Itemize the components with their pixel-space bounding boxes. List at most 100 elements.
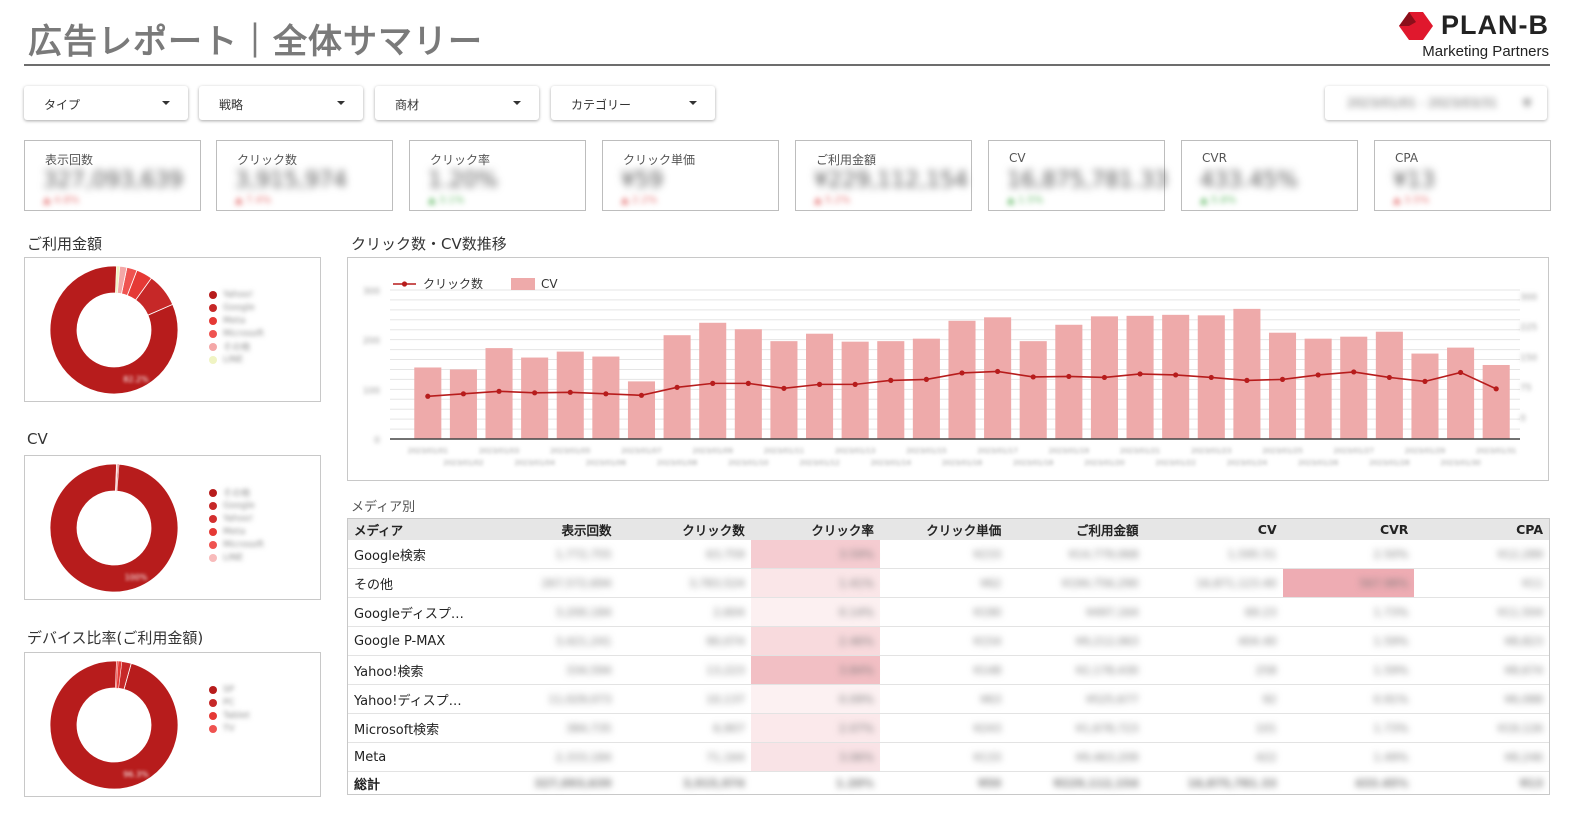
column-header[interactable]: クリック単価 [879, 519, 1008, 540]
filter-type-dropdown[interactable]: タイプ [24, 86, 188, 120]
legend-clicks[interactable]: クリック数 [423, 276, 483, 291]
cv-bar[interactable] [521, 357, 549, 439]
click-point[interactable] [1066, 373, 1072, 380]
cv-bar[interactable] [1126, 315, 1154, 439]
legend-item[interactable]: LINE [209, 353, 264, 366]
click-point[interactable] [460, 391, 467, 397]
cv-bar[interactable] [627, 381, 656, 439]
click-point[interactable] [532, 390, 538, 396]
click-point[interactable] [1208, 374, 1214, 381]
legend-item[interactable]: Google [209, 499, 264, 512]
cv-bar[interactable] [592, 356, 620, 439]
column-header[interactable]: クリック率 [750, 519, 880, 540]
cv-bar[interactable] [1411, 353, 1439, 439]
donut-slice[interactable] [49, 265, 179, 395]
click-point[interactable] [745, 380, 751, 386]
cv-bar[interactable] [1304, 338, 1332, 439]
click-point[interactable] [496, 388, 502, 394]
legend-item[interactable]: SP [209, 683, 250, 696]
cv-bar[interactable] [556, 351, 584, 439]
legend-item[interactable]: Meta [209, 525, 264, 538]
table-row[interactable]: Googleディスプ… 3,200,184 2,604 0.14% ¥190 ¥497,1… [348, 597, 1549, 627]
legend-item[interactable]: Google [209, 301, 264, 314]
click-point[interactable] [888, 377, 894, 383]
table-row[interactable]: その他 267,572,694 3,783,524 1.41% ¥62 ¥194,756,… [348, 568, 1549, 598]
table-row[interactable]: Meta 2,333,184 71,164 3.06% ¥133 ¥9,463,209 42… [348, 742, 1549, 772]
legend-cv[interactable]: CV [541, 277, 558, 291]
legend-item[interactable]: Tablet [209, 709, 250, 722]
click-point[interactable] [1493, 386, 1499, 392]
table-cell: 71,164 [617, 742, 751, 772]
column-header[interactable]: ご利用金額 [1007, 519, 1145, 540]
table-row[interactable]: Microsoft検索 384,735 6,907 2.07% ¥243 ¥1,678,7… [348, 713, 1549, 743]
cv-bar[interactable] [1019, 341, 1047, 439]
click-point[interactable] [995, 368, 1001, 375]
column-header[interactable]: クリック数 [617, 519, 751, 540]
legend-item[interactable]: その他 [209, 340, 264, 353]
donut-slice[interactable] [115, 660, 119, 689]
donut-slice[interactable] [49, 463, 179, 593]
click-point[interactable] [1386, 374, 1392, 381]
cv-bar[interactable] [948, 320, 976, 439]
date-range-picker[interactable]: 2023/01/01 - 2023/03/31 ▼ [1325, 86, 1547, 120]
click-point[interactable] [1422, 378, 1428, 384]
column-header[interactable]: メディア [348, 519, 517, 540]
donut-slice[interactable] [49, 660, 179, 790]
legend-item[interactable]: Yahoo! [209, 512, 264, 525]
click-point[interactable] [1030, 374, 1036, 380]
donut-slice[interactable] [115, 463, 117, 492]
cv-bar[interactable] [841, 341, 869, 439]
table-row[interactable]: Yahoo!ディスプ… 11,029,073 10,137 0.09% ¥63 ¥525,… [348, 684, 1549, 714]
table-row[interactable]: Google検索 1,772,755 63,759 3.59% ¥233 ¥14,779,… [348, 540, 1549, 569]
click-point[interactable] [1173, 372, 1179, 378]
click-point[interactable] [781, 385, 787, 391]
cv-bar[interactable] [1340, 336, 1368, 439]
donut-slice[interactable] [115, 265, 120, 294]
cv-bar[interactable] [449, 369, 477, 439]
legend-item[interactable]: Yahoo! [209, 288, 264, 301]
cv-bar[interactable] [1375, 331, 1403, 439]
table-row[interactable]: Google P-MAX 3,421,241 90,074 2.46% ¥154 ¥9,2… [348, 626, 1549, 656]
cv-bar[interactable] [1055, 324, 1083, 439]
cv-bar[interactable] [1482, 364, 1510, 439]
click-point[interactable] [1137, 371, 1143, 377]
click-point[interactable] [1351, 369, 1357, 375]
cv-bar[interactable] [1268, 332, 1297, 439]
click-point[interactable] [674, 384, 680, 390]
legend-item[interactable]: LINE [209, 551, 264, 564]
legend-item[interactable]: その他 [209, 486, 264, 499]
click-point[interactable] [710, 380, 716, 386]
cv-bar[interactable] [414, 367, 442, 439]
column-header[interactable]: CPA [1414, 519, 1549, 540]
click-point[interactable] [1279, 376, 1286, 382]
click-point[interactable] [567, 389, 573, 395]
legend-item[interactable]: Meta [209, 314, 264, 327]
click-point[interactable] [603, 391, 609, 397]
filter-category-dropdown[interactable]: カテゴリー [551, 86, 715, 120]
column-header[interactable]: CVR [1282, 519, 1415, 540]
cv-bar[interactable] [877, 341, 905, 439]
legend-item[interactable]: TV [209, 722, 250, 735]
filter-product-dropdown[interactable]: 商材 [375, 86, 539, 120]
click-point[interactable] [1101, 374, 1108, 381]
filter-strategy-dropdown[interactable]: 戦略 [199, 86, 363, 120]
cv-bar[interactable] [1233, 308, 1261, 439]
legend-item[interactable]: PC [209, 696, 250, 709]
click-point[interactable] [638, 392, 645, 398]
column-header[interactable]: 表示回数 [516, 519, 618, 540]
click-point[interactable] [1315, 372, 1321, 378]
click-point[interactable] [959, 370, 965, 376]
click-point[interactable] [816, 381, 823, 387]
legend-item[interactable]: Microsoft [209, 327, 264, 340]
cv-bar[interactable] [1447, 347, 1475, 439]
click-point[interactable] [852, 381, 858, 387]
table-row[interactable]: Yahoo!検索 334,594 13,223 3.84% ¥148 ¥2,178,430… [348, 655, 1549, 685]
click-point[interactable] [1244, 377, 1250, 383]
column-header[interactable]: CV [1144, 519, 1283, 540]
cv-bar[interactable] [912, 338, 940, 439]
click-point[interactable] [425, 393, 431, 399]
cv-bar[interactable] [984, 317, 1012, 439]
click-point[interactable] [1457, 369, 1464, 376]
legend-item[interactable]: Microsoft [209, 538, 264, 551]
click-point[interactable] [923, 376, 929, 382]
